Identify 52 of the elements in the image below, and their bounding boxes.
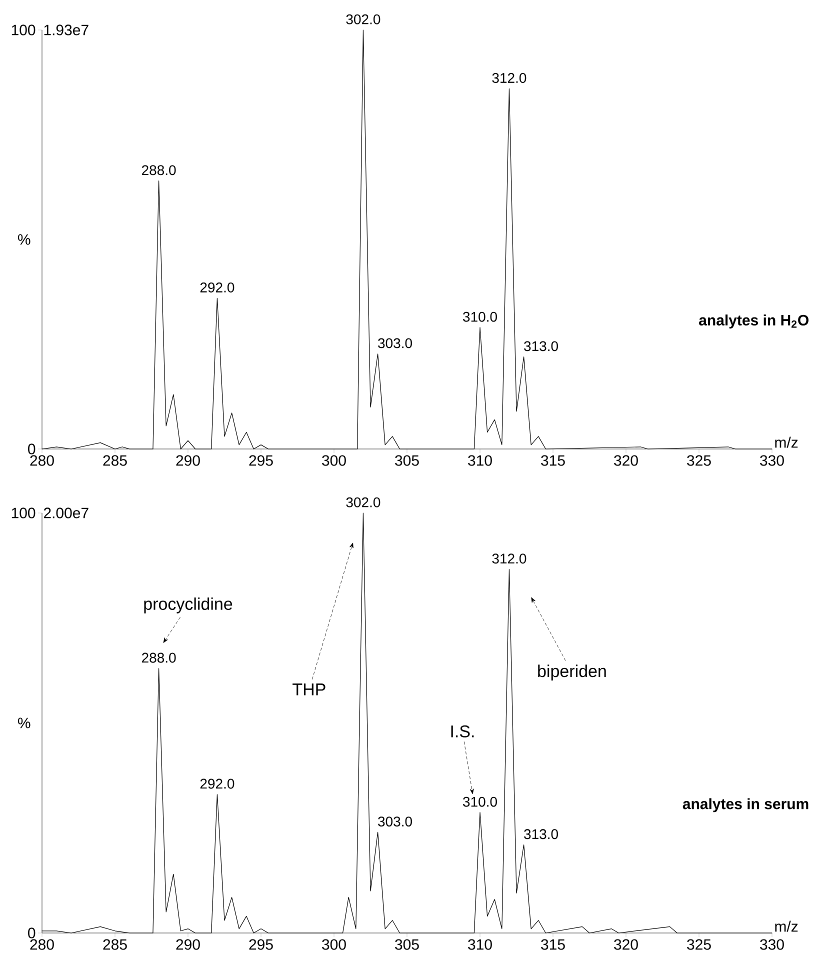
text: analytes in serum [682, 798, 808, 812]
annotation: 2.00e7 [44, 508, 88, 518]
x-axis-title: m/z [775, 920, 798, 932]
x-tick-label: 310 [468, 455, 492, 466]
x-tick-label: 310 [468, 939, 492, 950]
x-tick-label: 315 [541, 939, 565, 950]
annotation: 310.0 [463, 796, 497, 807]
annotation: 313.0 [524, 341, 558, 352]
x-tick-label: 320 [614, 939, 638, 950]
annotation: 310.0 [463, 312, 497, 322]
x-tick-label: 280 [30, 939, 54, 950]
x-tick-label: 295 [249, 455, 273, 466]
y-axis-title: % [18, 718, 30, 728]
x-tick-label: 330 [760, 455, 784, 466]
annotation: 1.93e7 [44, 24, 88, 36]
annotation: 288.0 [142, 165, 176, 176]
x-tick-label: 305 [395, 455, 419, 466]
x-tick-label: 300 [322, 455, 346, 466]
x-tick-label: 290 [176, 939, 200, 950]
x-tick-label: 315 [541, 455, 565, 466]
annotation: 288.0 [142, 652, 176, 663]
x-tick-label: 280 [30, 455, 54, 466]
annotation: 292.0 [200, 282, 234, 292]
annotation: 313.0 [524, 829, 558, 840]
text: analytes in H$_{2}$O [699, 314, 808, 328]
x-tick-label: 330 [760, 939, 784, 950]
annotation: procyclidine [144, 597, 232, 614]
annotation: 312.0 [492, 554, 526, 564]
x-tick-label: 320 [614, 455, 638, 466]
y-tick-label: 0 [28, 928, 36, 938]
y-tick-label: 100 [12, 24, 36, 36]
annotation: 312.0 [492, 73, 526, 83]
x-tick-label: 290 [176, 455, 200, 466]
annotation: 292.0 [200, 778, 234, 789]
x-tick-label: 305 [395, 939, 419, 950]
annotation: biperiden [538, 664, 606, 681]
annotation: THP [292, 684, 326, 696]
x-tick-label: 300 [322, 939, 346, 950]
x-tick-label: 325 [687, 455, 711, 466]
y-axis-title: % [18, 234, 30, 245]
x-tick-label: 285 [103, 939, 127, 950]
annotation: 302.0 [346, 14, 380, 24]
annotation: 302.0 [346, 497, 380, 508]
x-tick-label: 295 [249, 939, 273, 950]
x-tick-label: 325 [687, 939, 711, 950]
x-tick-label: 285 [103, 455, 127, 466]
annotation: 303.0 [378, 816, 412, 826]
annotation: I.S. [451, 725, 474, 738]
y-tick-label: 100 [12, 508, 36, 518]
x-axis-title: m/z [775, 436, 798, 448]
annotation: 303.0 [378, 338, 412, 348]
y-tick-label: 0 [28, 444, 36, 454]
